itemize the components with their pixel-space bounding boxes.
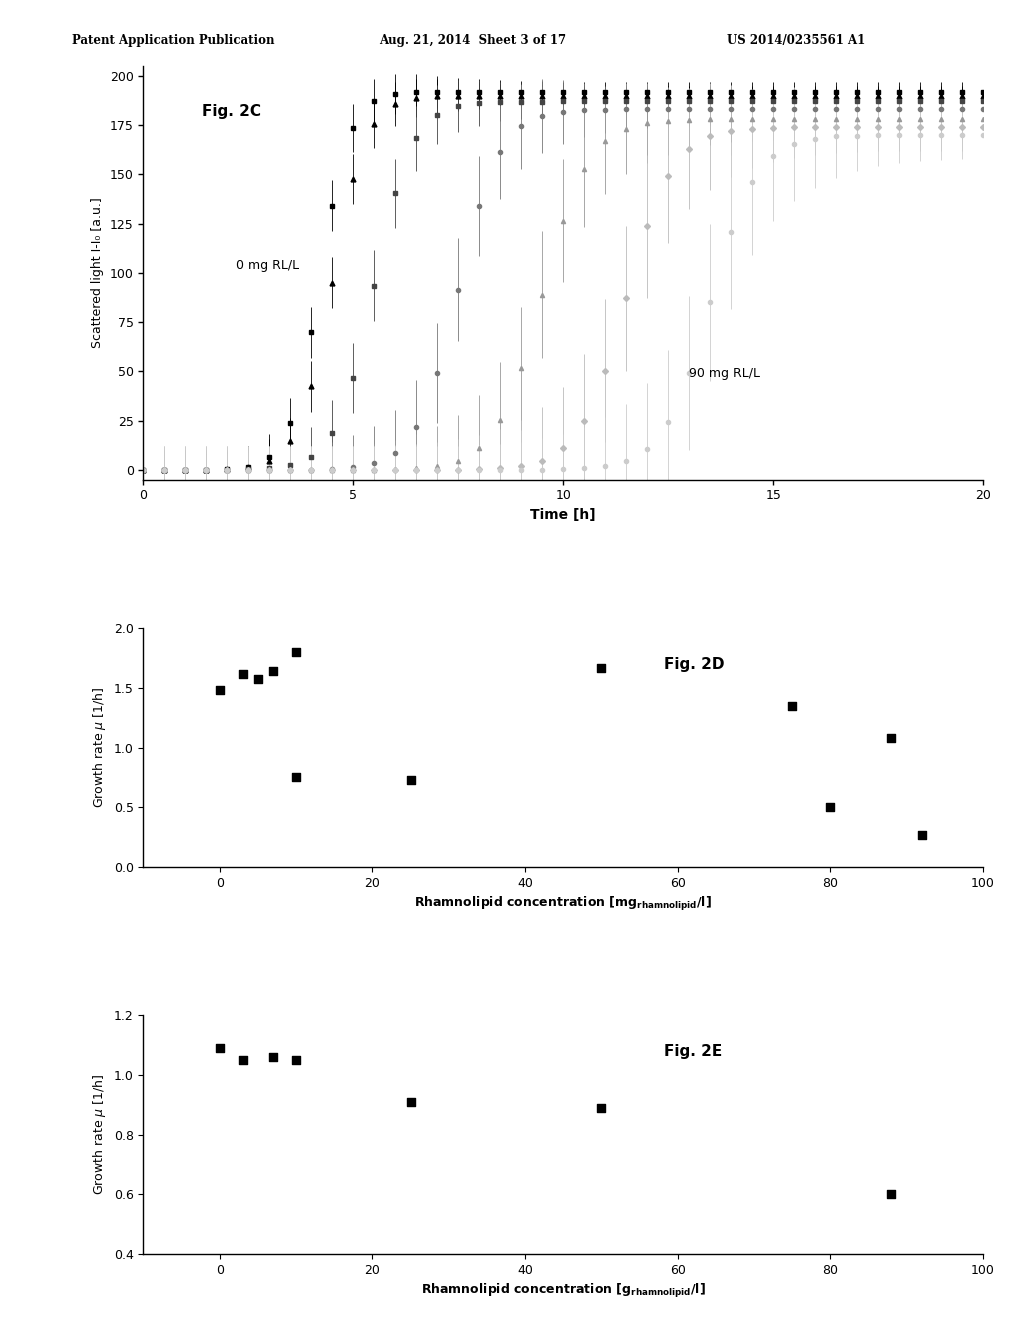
Text: Fig. 2E: Fig. 2E (664, 1044, 722, 1059)
Point (402, 770, 419, 791)
Text: 0 mg RL/L: 0 mg RL/L (236, 259, 299, 272)
X-axis label: Time [h]: Time [h] (530, 508, 596, 521)
Point (288, 767, 304, 788)
Point (884, 727, 900, 748)
Text: US 2014/0235561 A1: US 2014/0235561 A1 (727, 33, 865, 46)
Point (250, 669, 266, 690)
Point (402, 1092, 419, 1113)
Point (593, 657, 609, 678)
Text: Fig. 2C: Fig. 2C (202, 104, 261, 119)
Point (593, 1097, 609, 1118)
Point (288, 1049, 304, 1071)
Point (913, 824, 930, 845)
Point (212, 1038, 228, 1059)
Point (234, 1049, 251, 1071)
Point (288, 642, 304, 663)
Text: Fig. 2D: Fig. 2D (664, 657, 724, 672)
Point (212, 680, 228, 701)
Point (784, 696, 801, 717)
Y-axis label: Scattered light I-I₀ [a.u.]: Scattered light I-I₀ [a.u.] (91, 198, 104, 348)
Y-axis label: Growth rate $\mu$ [1/h]: Growth rate $\mu$ [1/h] (91, 1074, 109, 1196)
Point (884, 1184, 900, 1205)
Text: Patent Application Publication: Patent Application Publication (72, 33, 274, 46)
Point (234, 663, 251, 684)
Point (822, 796, 839, 817)
Text: 90 mg RL/L: 90 mg RL/L (689, 367, 760, 380)
X-axis label: Rhamnolipid concentration [g$_{\mathregular{rhamnolipid}}$/l]: Rhamnolipid concentration [g$_{\mathregu… (421, 1282, 706, 1300)
X-axis label: Rhamnolipid concentration [mg$_{\mathregular{rhamnolipid}}$/l]: Rhamnolipid concentration [mg$_{\mathreg… (414, 895, 713, 913)
Text: Aug. 21, 2014  Sheet 3 of 17: Aug. 21, 2014 Sheet 3 of 17 (379, 33, 566, 46)
Point (265, 1047, 282, 1068)
Point (265, 660, 282, 681)
Y-axis label: Growth rate $\mu$ [1/h]: Growth rate $\mu$ [1/h] (91, 686, 109, 808)
